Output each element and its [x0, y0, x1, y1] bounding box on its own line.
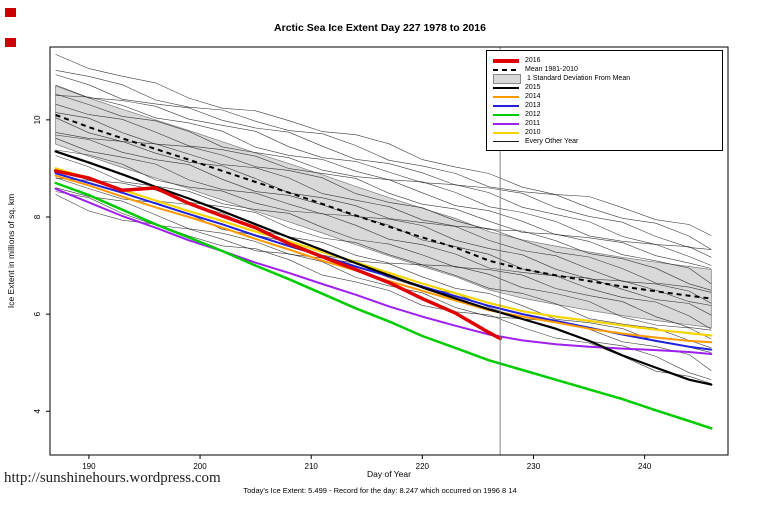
background-year-line	[55, 187, 712, 371]
series-line-2012	[54, 181, 713, 430]
legend-row: 2012	[493, 110, 716, 119]
x-tick-label: 220	[416, 462, 430, 471]
legend-row: Mean 1981-2010	[493, 65, 716, 74]
legend-row: 2010	[493, 128, 716, 137]
legend-swatch-line	[493, 131, 519, 134]
legend-row: Every Other Year	[493, 137, 716, 146]
legend-label: Every Other Year	[525, 138, 579, 145]
x-tick-label: 230	[527, 462, 541, 471]
red-marker-top	[5, 8, 16, 17]
legend-label: 1 Standard Deviation From Mean	[527, 75, 631, 82]
legend-label: 2012	[525, 111, 541, 118]
std-dev-band	[55, 85, 712, 329]
background-year-line	[55, 117, 712, 293]
background-year-line	[55, 93, 712, 269]
legend-row: 2014	[493, 92, 716, 101]
series-line-2016	[53, 169, 502, 341]
background-year-line	[55, 191, 712, 380]
background-year-line	[55, 54, 712, 236]
legend-row: 2011	[493, 119, 716, 128]
background-year-line	[55, 155, 712, 331]
x-tick-label: 240	[638, 462, 652, 471]
legend-label: 2014	[525, 93, 541, 100]
series-line-2011	[54, 187, 713, 355]
legend-row: 2016	[493, 56, 716, 65]
y-tick-label: 4	[33, 409, 42, 414]
background-year-line	[55, 74, 712, 250]
legend-row: 2013	[493, 101, 716, 110]
mean-line	[55, 114, 712, 300]
y-axis-label: Ice Extent in millions of sq. km	[6, 194, 16, 308]
background-year-line	[55, 134, 712, 306]
footer-caption: Today's Ice Extent: 5.499 - Record for t…	[243, 486, 517, 495]
legend-swatch-line	[493, 122, 519, 125]
y-tick-label: 10	[33, 115, 42, 124]
legend-swatch-line	[493, 113, 519, 116]
legend-row: 1 Standard Deviation From Mean	[493, 73, 716, 84]
x-tick-label: 200	[193, 462, 207, 471]
series-line-2010	[54, 167, 713, 337]
legend-label: 2011	[525, 120, 541, 127]
background-year-line	[55, 112, 712, 291]
x-tick-label: 190	[82, 462, 96, 471]
background-year-line	[55, 178, 712, 349]
url-watermark: http://sunshinehours.wordpress.com	[4, 470, 221, 486]
x-axis-label: Day of Year	[367, 469, 411, 479]
legend-label: 2015	[525, 84, 541, 91]
y-tick-label: 8	[33, 214, 42, 219]
legend-label: 2013	[525, 102, 541, 109]
legend-swatch-box	[493, 73, 521, 84]
legend-swatch-line	[493, 104, 519, 107]
background-year-line	[55, 137, 712, 316]
background-year-line	[55, 132, 712, 304]
legend-swatch-line	[493, 86, 519, 89]
background-year-line	[55, 70, 712, 250]
legend-swatch-line	[493, 58, 519, 63]
x-tick-label: 210	[305, 462, 319, 471]
background-year-line	[55, 103, 712, 285]
legend-swatch-dash	[493, 68, 519, 71]
y-tick-label: 6	[33, 311, 42, 316]
plot-frame	[49, 46, 729, 456]
background-year-line	[55, 84, 712, 258]
legend-swatch-line	[493, 141, 519, 142]
legend-label: 2010	[525, 129, 541, 136]
background-year-line	[55, 149, 712, 330]
legend-row: 2015	[493, 83, 716, 92]
chart-legend: 2016 Mean 1981-2010 1 Standard Deviation F…	[486, 50, 723, 151]
legend-label: 2016	[525, 57, 541, 64]
series-line-2015	[54, 150, 713, 386]
chart-title: Arctic Sea Ice Extent Day 227 1978 to 20…	[274, 22, 486, 34]
red-marker-bottom	[5, 38, 16, 47]
legend-swatch-line	[493, 95, 519, 98]
legend-label: Mean 1981-2010	[525, 66, 578, 73]
